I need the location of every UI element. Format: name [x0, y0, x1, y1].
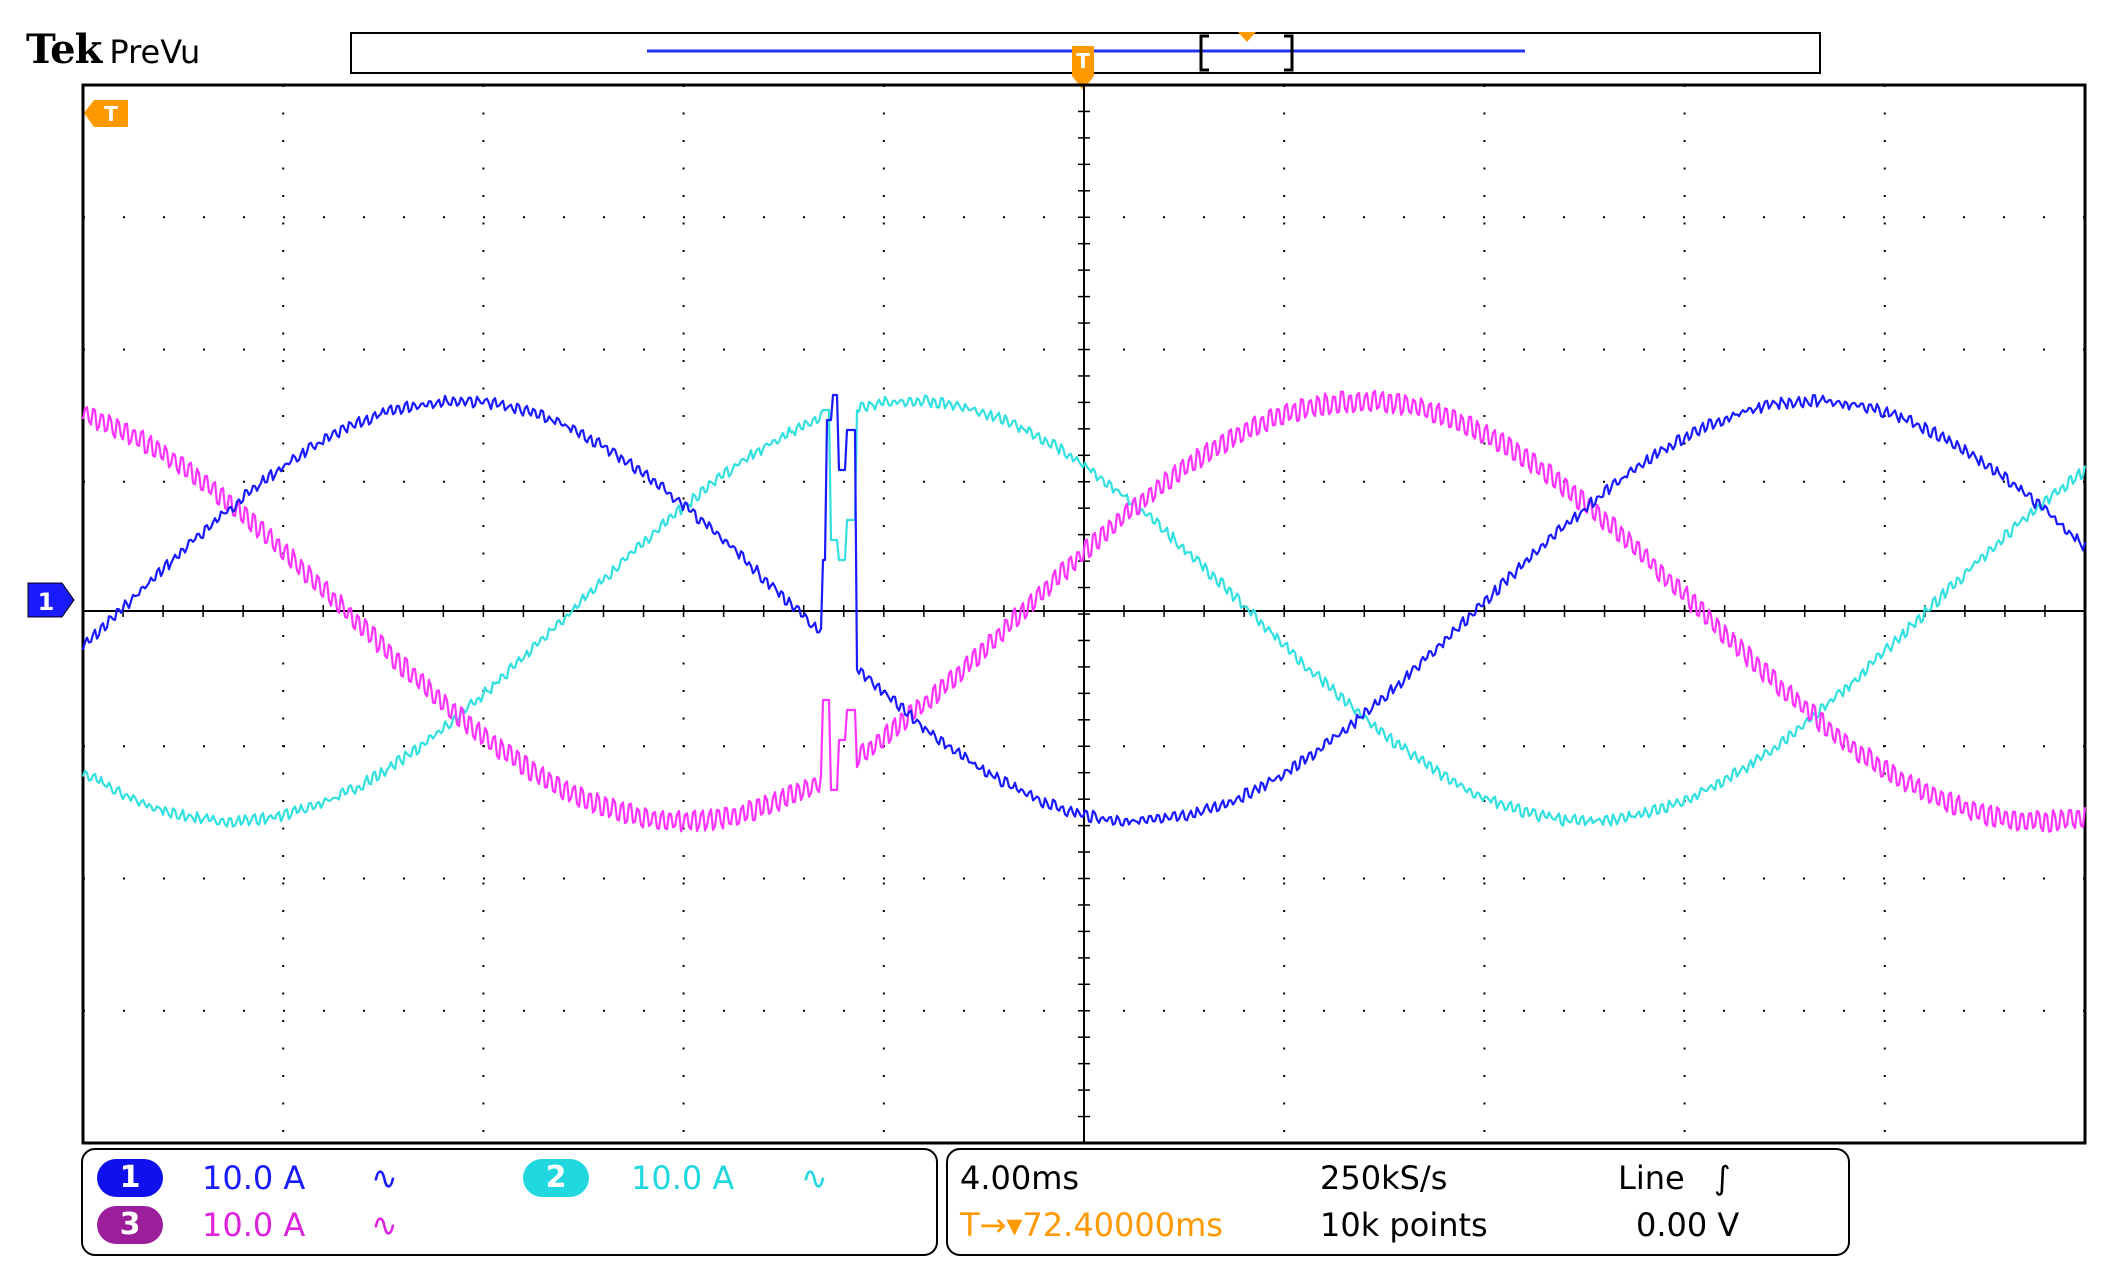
- preview-trigger-icon: [1238, 32, 1256, 42]
- record-length: 10k points: [1320, 1206, 1488, 1244]
- ch1-coupling-icon: ∿: [371, 1159, 398, 1197]
- brand: Tek PreVu: [26, 26, 200, 78]
- horizontal-scale[interactable]: 4.00ms: [960, 1159, 1080, 1197]
- ch2-waveform: [81, 394, 2087, 828]
- ch3-scale[interactable]: 10.0 A: [202, 1206, 306, 1244]
- timebase-panel: 4.00ms 250kS/s Line ∫ T→▾72.40000ms 10k …: [946, 1148, 1850, 1256]
- ch3-waveform: [81, 389, 2087, 833]
- ch2-coupling-icon: ∿: [801, 1159, 828, 1197]
- ch1-waveform: [81, 393, 2087, 827]
- ch2-badge[interactable]: 2: [523, 1159, 589, 1197]
- ch3-badge[interactable]: 3: [97, 1206, 163, 1244]
- trigger-source[interactable]: Line: [1618, 1159, 1685, 1197]
- graticule: [81, 83, 2087, 1145]
- ch1-badge[interactable]: 1: [97, 1159, 163, 1197]
- ch1-ground-label: 1: [38, 588, 55, 616]
- trigger-position-letter: T: [1076, 49, 1090, 73]
- trigger-level-letter: T: [104, 102, 118, 126]
- trigger-position[interactable]: T→▾72.40000ms: [960, 1206, 1223, 1244]
- trigger-position-icon[interactable]: T: [1072, 46, 1094, 90]
- sample-rate: 250kS/s: [1320, 1159, 1448, 1197]
- ch1-scale[interactable]: 10.0 A: [202, 1159, 306, 1197]
- record-preview-window[interactable]: [1199, 34, 1294, 72]
- channel-readout-panel: 1 10.0 A ∿ 2 10.0 A ∿ 3 10.0 A ∿: [81, 1148, 938, 1256]
- ch1-ground-marker[interactable]: 1: [27, 582, 75, 618]
- trigger-slope-icon: ∫: [1714, 1159, 1731, 1197]
- brand-logo: Tek: [26, 26, 102, 73]
- trigger-level-icon[interactable]: T: [84, 100, 128, 127]
- acquisition-mode: PreVu: [109, 33, 201, 71]
- ch2-scale[interactable]: 10.0 A: [631, 1159, 735, 1197]
- trigger-level[interactable]: 0.00 V: [1636, 1206, 1740, 1244]
- ch3-coupling-icon: ∿: [371, 1206, 398, 1244]
